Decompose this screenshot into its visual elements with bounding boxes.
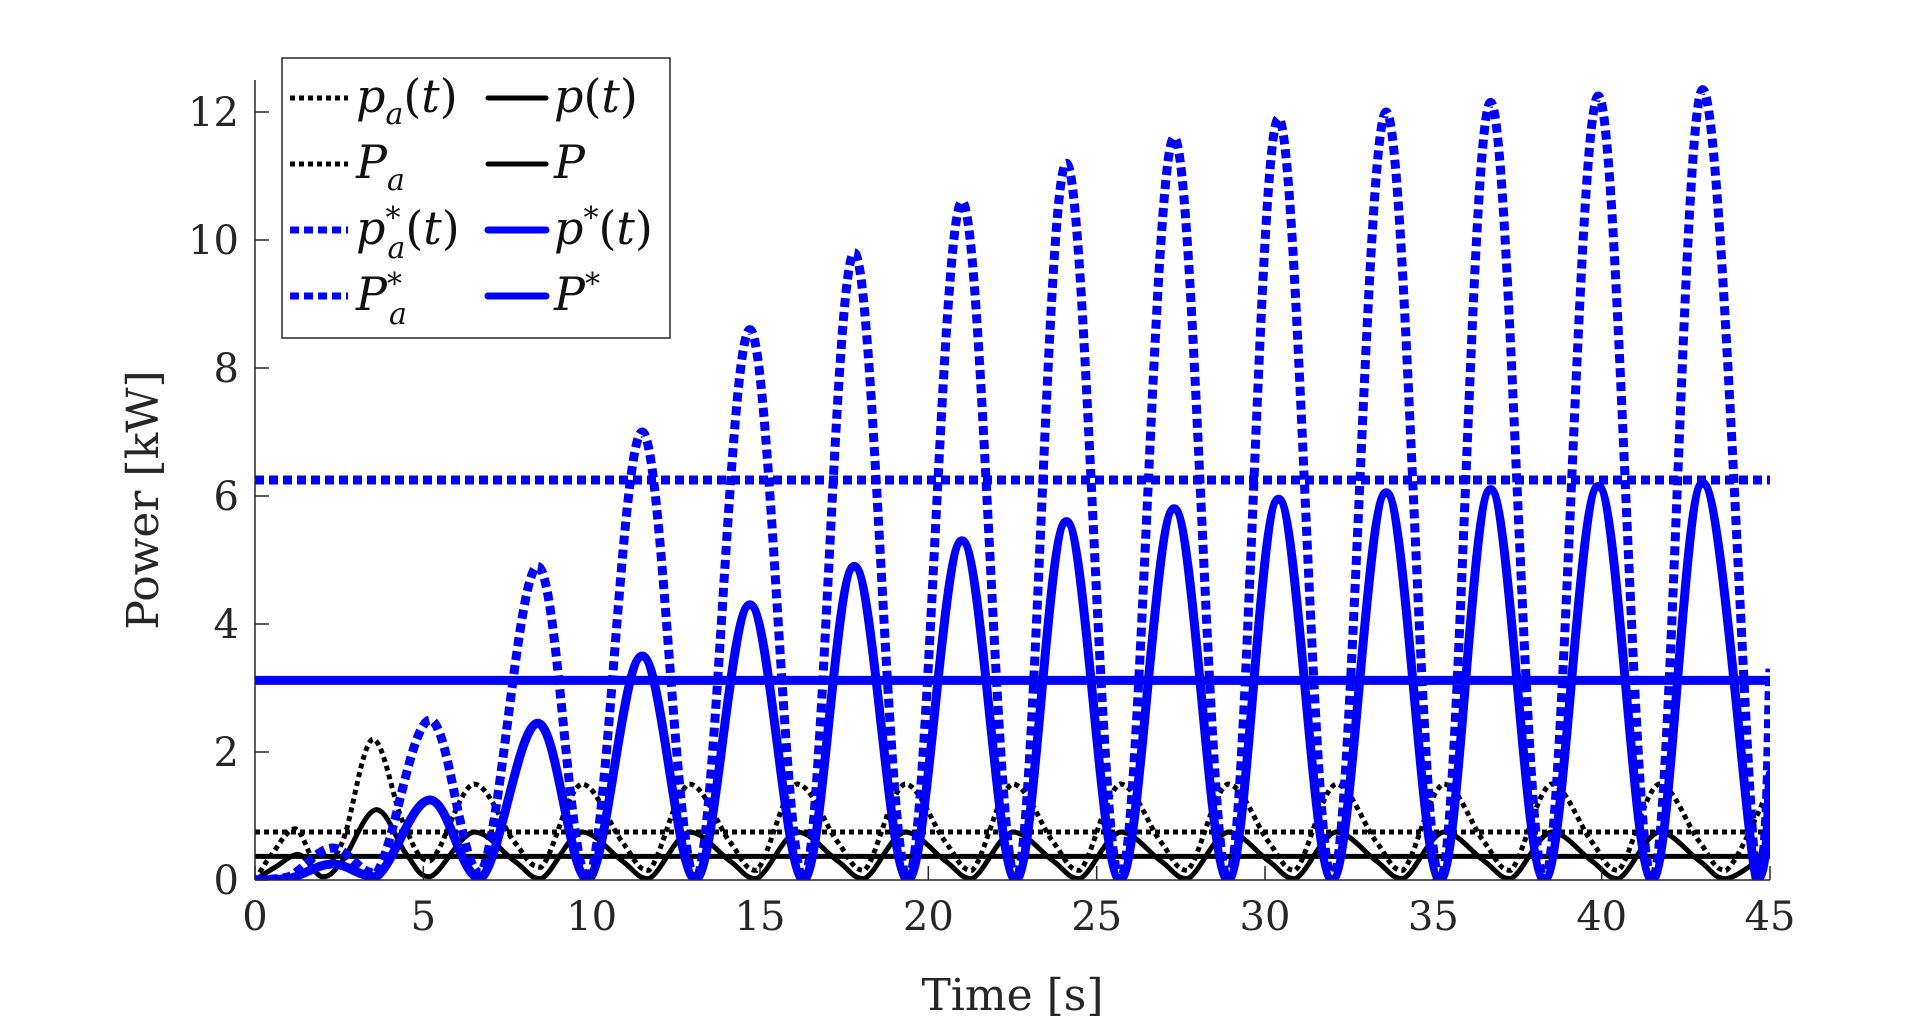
legend-label-P_star: P*: [553, 267, 600, 321]
legend-box: [281, 57, 671, 339]
x-tick-label: 35: [1408, 894, 1459, 940]
x-tick-label: 10: [566, 894, 617, 940]
y-tick-label: 12: [188, 90, 239, 136]
x-tick-label: 45: [1745, 894, 1796, 940]
x-tick-label: 30: [1240, 894, 1291, 940]
legend-label-Pa_star: P* a: [355, 267, 407, 332]
legend-label-Pa: Pa: [355, 135, 405, 198]
y-tick-label: 0: [214, 858, 239, 904]
series-pa_t: [255, 736, 1770, 880]
series-p_t: [255, 807, 1770, 880]
ticks: 0 5 10 15 20 25 30 35 40 45 0 2 4 6 8 10 12: [188, 90, 1795, 940]
plot-area: [255, 85, 1770, 880]
legend-label-p_t: p(t): [554, 69, 638, 123]
legend-label-pa_star_t: p* a(t): [356, 201, 460, 266]
legend-label-P: P: [553, 135, 586, 189]
y-axis-label: Power [kW]: [118, 370, 169, 629]
x-tick-label: 5: [411, 894, 436, 940]
y-tick-label: 6: [214, 474, 239, 520]
y-tick-label: 10: [188, 218, 239, 264]
legend-label-pa_t: pa(t): [356, 69, 458, 132]
x-tick-label: 40: [1576, 894, 1627, 940]
series-p_star_t: [255, 478, 1770, 880]
x-tick-label: 0: [242, 894, 267, 940]
y-tick-label: 4: [214, 602, 239, 648]
x-axis-label: Time [s]: [921, 970, 1103, 1021]
legend: pa(t) p(t) Pa Pp* a(t) p*(t) P* a P*: [281, 57, 671, 339]
x-tick-label: 25: [1071, 894, 1122, 940]
y-tick-label: 8: [214, 346, 239, 392]
y-tick-label: 2: [214, 730, 239, 776]
x-tick-label: 20: [903, 894, 954, 940]
x-tick-label: 15: [735, 894, 786, 940]
axes: [254, 80, 1770, 881]
legend-label-p_star_t: p*(t): [554, 201, 653, 255]
